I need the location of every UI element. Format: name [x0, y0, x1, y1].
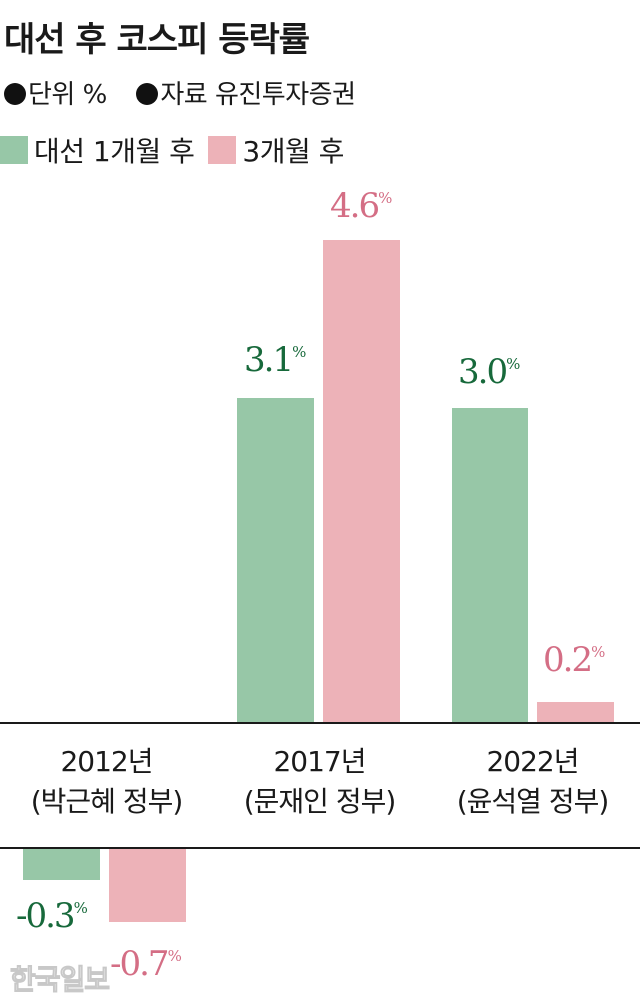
chart-meta: 단위 % 자료 유진투자증권	[4, 74, 356, 111]
value-label-2022-1m: 3.0%	[458, 352, 521, 392]
bar-2017-1m	[237, 398, 314, 723]
source-value: 유진투자증권	[214, 80, 356, 110]
bar-2022-3m	[537, 702, 614, 723]
axis-line-top	[0, 722, 640, 724]
value-label-2022-3m: 0.2%	[543, 640, 606, 680]
legend-label: 3개월 후	[242, 135, 344, 168]
unit-value: %	[82, 80, 108, 110]
value-label-2012-3m: -0.7%	[110, 944, 182, 984]
bar-2012-3m	[109, 849, 186, 922]
legend: 대선 1개월 후 3개월 후	[0, 130, 358, 170]
publisher-watermark: 한국일보	[9, 963, 110, 997]
axis-line-bottom	[0, 847, 640, 849]
bar-2012-1m	[23, 849, 100, 880]
legend-item-1m: 대선 1개월 후	[0, 130, 195, 170]
legend-swatch-pink	[208, 136, 237, 164]
legend-label: 대선 1개월 후	[34, 135, 195, 168]
value-label-2017-1m: 3.1%	[244, 340, 307, 380]
bullet-icon	[4, 83, 26, 105]
legend-item-3m: 3개월 후	[208, 130, 344, 170]
bullet-icon	[136, 83, 159, 105]
value-label-2012-1m: -0.3%	[16, 896, 88, 936]
source-label: 자료	[160, 80, 208, 110]
category-2017: 2017년 (문재인 정부)	[243, 745, 397, 818]
unit-label: 단위	[28, 80, 75, 110]
bar-2017-3m	[323, 240, 400, 723]
category-2012: 2012년 (박근혜 정부)	[30, 745, 184, 818]
chart-title: 대선 후 코스피 등락률	[4, 20, 310, 60]
legend-swatch-green	[0, 136, 28, 164]
bar-2022-1m	[452, 408, 528, 723]
value-label-2017-3m: 4.6%	[330, 186, 393, 226]
category-2022: 2022년 (윤석열 정부)	[456, 745, 610, 818]
